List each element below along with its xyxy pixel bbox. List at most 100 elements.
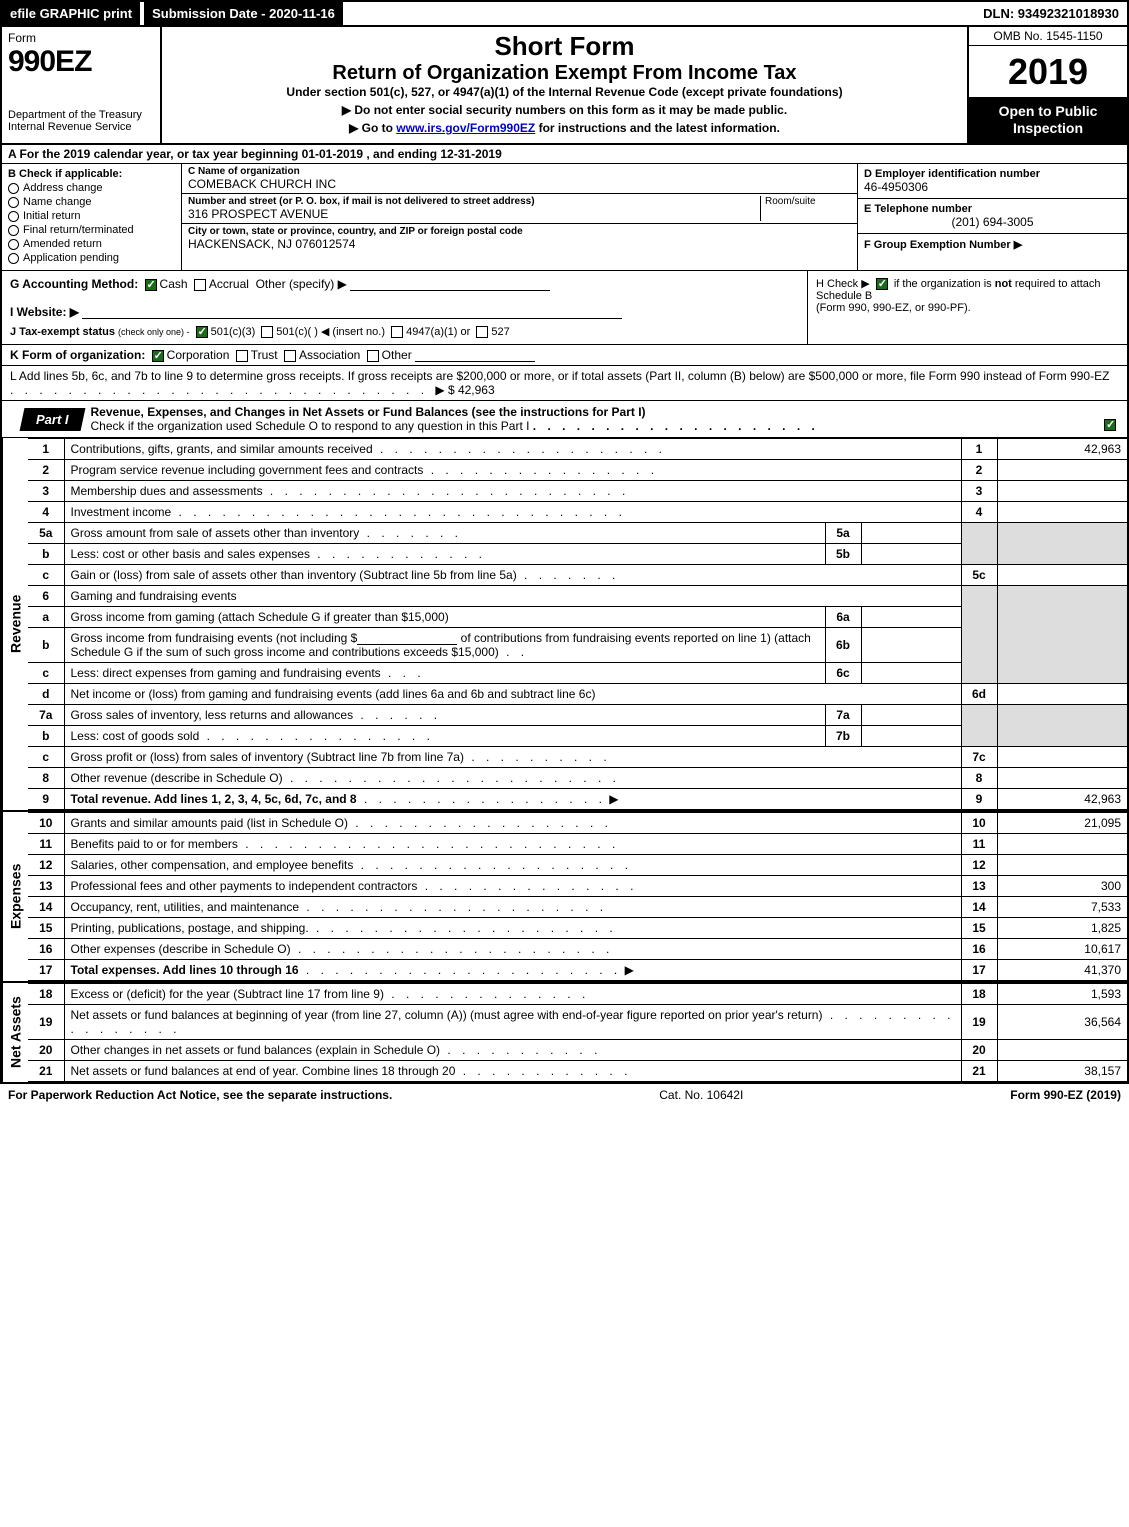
chk-527[interactable]: [476, 326, 488, 338]
other-specify-field[interactable]: [350, 277, 550, 291]
table-row: 16Other expenses (describe in Schedule O…: [28, 939, 1127, 960]
ein-label: D Employer identification number: [864, 168, 1121, 180]
chk-accrual[interactable]: [194, 279, 206, 291]
table-row: 20Other changes in net assets or fund ba…: [28, 1040, 1127, 1061]
chk-application-pending[interactable]: Application pending: [8, 252, 175, 264]
org-name: COMEBACK CHURCH INC: [188, 177, 851, 191]
table-row: 3Membership dues and assessments . . . .…: [28, 481, 1127, 502]
warning-ssn: ▶ Do not enter social security numbers o…: [166, 103, 963, 117]
expenses-side-label: Expenses: [2, 812, 28, 981]
part-i-header: Part I Revenue, Expenses, and Changes in…: [0, 401, 1129, 438]
org-name-label: C Name of organization: [188, 166, 851, 177]
chk-4947[interactable]: [391, 326, 403, 338]
chk-trust[interactable]: [236, 350, 248, 362]
chk-501c[interactable]: [261, 326, 273, 338]
col-g: G Accounting Method: Cash Accrual Other …: [2, 271, 807, 344]
col-def: D Employer identification number 46-4950…: [857, 164, 1127, 270]
goto-line: ▶ Go to www.irs.gov/Form990EZ for instru…: [166, 121, 963, 135]
row-k: K Form of organization: Corporation Trus…: [0, 345, 1129, 366]
other-specify-label: Other (specify) ▶: [256, 277, 347, 291]
accounting-method-label: G Accounting Method:: [10, 277, 138, 291]
chk-501c3[interactable]: [196, 326, 208, 338]
form-header: Form 990EZ Department of the Treasury In…: [0, 25, 1129, 145]
table-row: 18Excess or (deficit) for the year (Subt…: [28, 984, 1127, 1005]
opt-corporation: Corporation: [167, 348, 230, 362]
table-row: 11Benefits paid to or for members . . . …: [28, 834, 1127, 855]
opt-527: 527: [491, 326, 509, 338]
tax-exempt-note: (check only one) -: [118, 327, 190, 337]
chk-name-change[interactable]: Name change: [8, 196, 175, 208]
revenue-table: 1Contributions, gifts, grants, and simil…: [28, 438, 1127, 810]
chk-address-change[interactable]: Address change: [8, 182, 175, 194]
website-label: I Website: ▶: [10, 305, 79, 319]
chk-amended-return[interactable]: Amended return: [8, 238, 175, 250]
submission-date-button[interactable]: Submission Date - 2020-11-16: [140, 2, 343, 25]
table-row: 9Total revenue. Add lines 1, 2, 3, 4, 5c…: [28, 789, 1127, 810]
top-bar: efile GRAPHIC print Submission Date - 20…: [0, 0, 1129, 25]
chk-schedule-o[interactable]: [1104, 419, 1116, 431]
accrual-label: Accrual: [209, 277, 249, 291]
chk-cash[interactable]: [145, 279, 157, 291]
col-h: H Check ▶ if the organization is not req…: [807, 271, 1127, 344]
other-org-field[interactable]: [415, 348, 535, 362]
irs-link[interactable]: www.irs.gov/Form990EZ: [396, 121, 535, 135]
form-org-label: K Form of organization:: [10, 348, 145, 362]
col-b-checkboxes: B Check if applicable: Address change Na…: [2, 164, 182, 270]
chk-association[interactable]: [284, 350, 296, 362]
table-row: 7aGross sales of inventory, less returns…: [28, 705, 1127, 726]
opt-trust: Trust: [251, 348, 278, 362]
footer-right: Form 990-EZ (2019): [1010, 1088, 1121, 1102]
row-l-amount: ▶ $ 42,963: [435, 383, 494, 397]
goto-suffix: for instructions and the latest informat…: [535, 121, 780, 135]
table-row: 5aGross amount from sale of assets other…: [28, 523, 1127, 544]
col-c-org: C Name of organization COMEBACK CHURCH I…: [182, 164, 857, 270]
return-title: Return of Organization Exempt From Incom…: [166, 62, 963, 85]
revenue-side-label: Revenue: [2, 438, 28, 810]
netassets-table: 18Excess or (deficit) for the year (Subt…: [28, 983, 1127, 1082]
opt-association: Association: [299, 348, 360, 362]
table-row: 17Total expenses. Add lines 10 through 1…: [28, 960, 1127, 981]
chk-corporation[interactable]: [152, 350, 164, 362]
phone-value: (201) 694-3005: [864, 215, 1121, 229]
row-gh: G Accounting Method: Cash Accrual Other …: [0, 271, 1129, 345]
form-number: 990EZ: [8, 45, 154, 79]
table-row: 1Contributions, gifts, grants, and simil…: [28, 439, 1127, 460]
part-i-title: Revenue, Expenses, and Changes in Net As…: [91, 405, 646, 419]
table-row: cGross profit or (loss) from sales of in…: [28, 747, 1127, 768]
chk-schedule-b[interactable]: [876, 278, 888, 290]
fundraising-amount-field[interactable]: [357, 631, 457, 645]
org-info-section: B Check if applicable: Address change Na…: [0, 164, 1129, 271]
part-i-check-line: Check if the organization used Schedule …: [91, 419, 530, 433]
footer-left: For Paperwork Reduction Act Notice, see …: [8, 1088, 392, 1102]
open-to-public: Open to Public Inspection: [969, 97, 1127, 143]
h-not: not: [995, 278, 1012, 290]
table-row: cGain or (loss) from sale of assets othe…: [28, 565, 1127, 586]
addr-value: 316 PROSPECT AVENUE: [188, 207, 756, 221]
efile-print-button[interactable]: efile GRAPHIC print: [2, 2, 140, 25]
h-text4: (Form 990, 990-EZ, or 990-PF).: [816, 302, 971, 314]
website-field[interactable]: [82, 305, 622, 319]
table-row: 12Salaries, other compensation, and empl…: [28, 855, 1127, 876]
dln-label: DLN: 93492321018930: [975, 2, 1127, 25]
table-row: 15Printing, publications, postage, and s…: [28, 918, 1127, 939]
expenses-table: 10Grants and similar amounts paid (list …: [28, 812, 1127, 981]
dept-treasury: Department of the Treasury: [8, 109, 154, 121]
chk-initial-return[interactable]: Initial return: [8, 210, 175, 222]
phone-label: E Telephone number: [864, 203, 1121, 215]
room-suite-label: Room/suite: [761, 196, 851, 221]
cash-label: Cash: [160, 277, 188, 291]
tax-year: 2019: [969, 46, 1127, 97]
h-text2: if the organization is: [894, 278, 995, 290]
opt-501c3: 501(c)(3): [211, 326, 256, 338]
netassets-side-label: Net Assets: [2, 983, 28, 1082]
table-row: 2Program service revenue including gover…: [28, 460, 1127, 481]
row-l: L Add lines 5b, 6c, and 7b to line 9 to …: [0, 366, 1129, 401]
ein-value: 46-4950306: [864, 180, 1121, 194]
chk-other-org[interactable]: [367, 350, 379, 362]
table-row: 8Other revenue (describe in Schedule O) …: [28, 768, 1127, 789]
table-row: 14Occupancy, rent, utilities, and mainte…: [28, 897, 1127, 918]
form-word: Form: [8, 31, 154, 45]
opt-other-org: Other: [382, 348, 412, 362]
chk-final-return[interactable]: Final return/terminated: [8, 224, 175, 236]
city-value: HACKENSACK, NJ 076012574: [188, 237, 851, 251]
